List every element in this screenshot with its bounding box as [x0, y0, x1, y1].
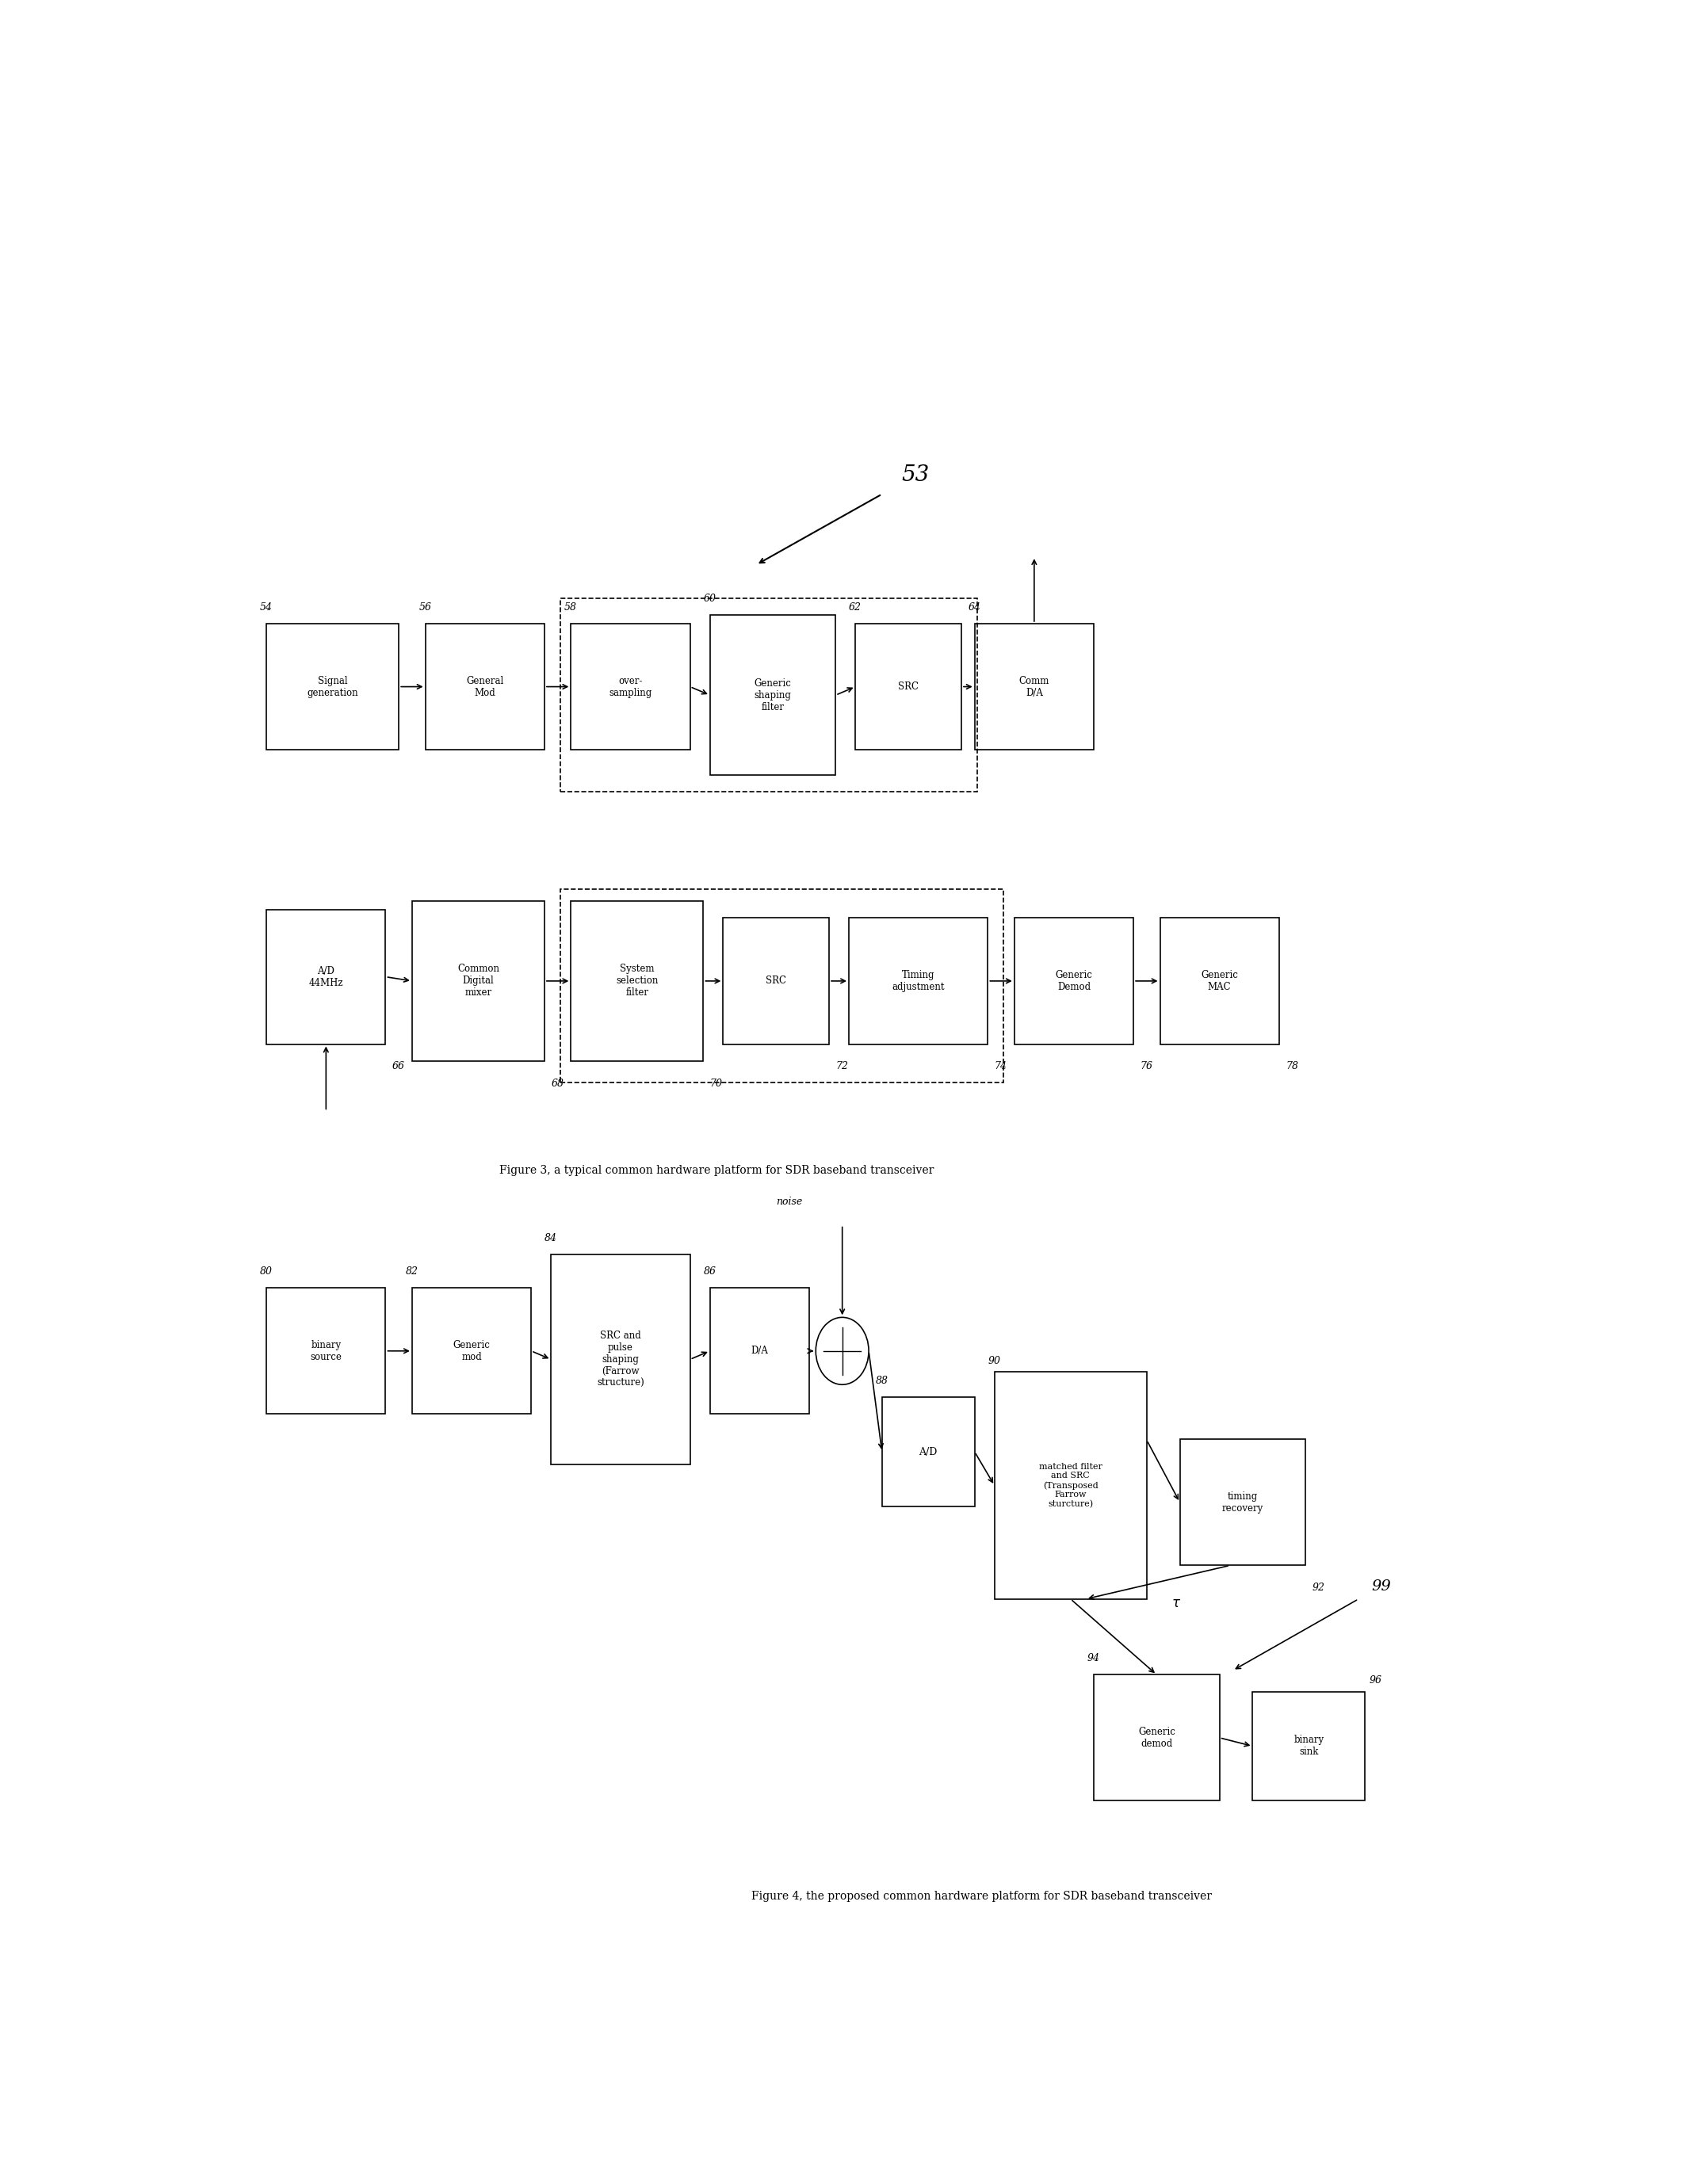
Text: General
Mod: General Mod: [466, 675, 504, 699]
Text: 78: 78: [1286, 1061, 1298, 1072]
Bar: [1180, 1439, 1305, 1566]
Text: D/A: D/A: [752, 1345, 769, 1356]
Bar: [570, 902, 704, 1061]
Bar: [560, 598, 977, 793]
Text: Figure 3, a typical common hardware platform for SDR baseband transceiver: Figure 3, a typical common hardware plat…: [499, 1164, 934, 1175]
Text: System
selection
filter: System selection filter: [617, 963, 658, 998]
Bar: [722, 917, 828, 1044]
Text: 54: 54: [260, 603, 273, 612]
Text: 82: 82: [405, 1267, 418, 1278]
Text: Signal
generation: Signal generation: [307, 675, 359, 699]
Text: 92: 92: [1312, 1583, 1325, 1592]
Text: 72: 72: [835, 1061, 849, 1072]
Text: 70: 70: [711, 1079, 722, 1088]
Text: Generic
mod: Generic mod: [453, 1339, 490, 1363]
Bar: [711, 616, 835, 775]
Text: 86: 86: [704, 1267, 716, 1278]
Bar: [856, 625, 962, 749]
Text: 58: 58: [564, 603, 577, 612]
Text: 64: 64: [968, 603, 980, 612]
Text: Common
Digital
mixer: Common Digital mixer: [458, 963, 499, 998]
Text: Generic
demod: Generic demod: [1138, 1728, 1175, 1749]
Text: Figure 4, the proposed common hardware platform for SDR baseband transceiver: Figure 4, the proposed common hardware p…: [752, 1891, 1211, 1902]
Text: A/D: A/D: [919, 1446, 938, 1457]
Text: 53: 53: [902, 463, 929, 485]
Text: Generic
MAC: Generic MAC: [1201, 970, 1238, 992]
Text: $\tau$: $\tau$: [1172, 1597, 1180, 1610]
Bar: [266, 909, 386, 1044]
Text: 60: 60: [704, 594, 716, 605]
Bar: [975, 625, 1093, 749]
Text: A/D
44MHz: A/D 44MHz: [309, 965, 343, 987]
Bar: [1252, 1690, 1365, 1802]
Text: 99: 99: [1372, 1579, 1392, 1594]
Text: 84: 84: [545, 1234, 557, 1243]
Bar: [1015, 917, 1134, 1044]
Bar: [570, 625, 690, 749]
Text: 62: 62: [849, 603, 861, 612]
Text: Generic
Demod: Generic Demod: [1056, 970, 1093, 992]
Bar: [266, 625, 398, 749]
Bar: [1093, 1675, 1220, 1802]
Text: 88: 88: [874, 1376, 888, 1387]
Text: Timing
adjustment: Timing adjustment: [892, 970, 945, 992]
Text: 74: 74: [994, 1061, 1008, 1072]
Bar: [560, 889, 1004, 1083]
Text: SRC and
pulse
shaping
(Farrow
structure): SRC and pulse shaping (Farrow structure): [596, 1330, 644, 1389]
Text: 80: 80: [260, 1267, 273, 1278]
Text: over-
sampling: over- sampling: [610, 675, 652, 699]
Text: 96: 96: [1370, 1675, 1382, 1686]
Text: Generic
shaping
filter: Generic shaping filter: [755, 677, 791, 712]
Bar: [881, 1398, 975, 1507]
Text: 94: 94: [1088, 1653, 1100, 1664]
Text: Comm
D/A: Comm D/A: [1020, 675, 1049, 699]
Text: 76: 76: [1141, 1061, 1153, 1072]
Bar: [994, 1372, 1146, 1599]
Bar: [849, 917, 987, 1044]
Text: timing
recovery: timing recovery: [1221, 1492, 1264, 1514]
Bar: [711, 1289, 810, 1413]
Text: SRC: SRC: [765, 976, 786, 987]
Bar: [266, 1289, 386, 1413]
Text: binary
sink: binary sink: [1293, 1734, 1324, 1758]
Text: matched filter
and SRC
(Transposed
Farrow
sturcture): matched filter and SRC (Transposed Farro…: [1038, 1463, 1102, 1509]
Bar: [425, 625, 545, 749]
Text: noise: noise: [775, 1197, 803, 1208]
Bar: [412, 902, 545, 1061]
Text: 56: 56: [418, 603, 432, 612]
Text: 90: 90: [987, 1356, 1001, 1365]
Text: 66: 66: [393, 1061, 405, 1072]
Text: 68: 68: [552, 1079, 564, 1088]
Bar: [412, 1289, 531, 1413]
Text: SRC: SRC: [898, 681, 919, 692]
Text: binary
source: binary source: [311, 1339, 342, 1363]
Bar: [1160, 917, 1279, 1044]
Bar: [552, 1254, 690, 1465]
